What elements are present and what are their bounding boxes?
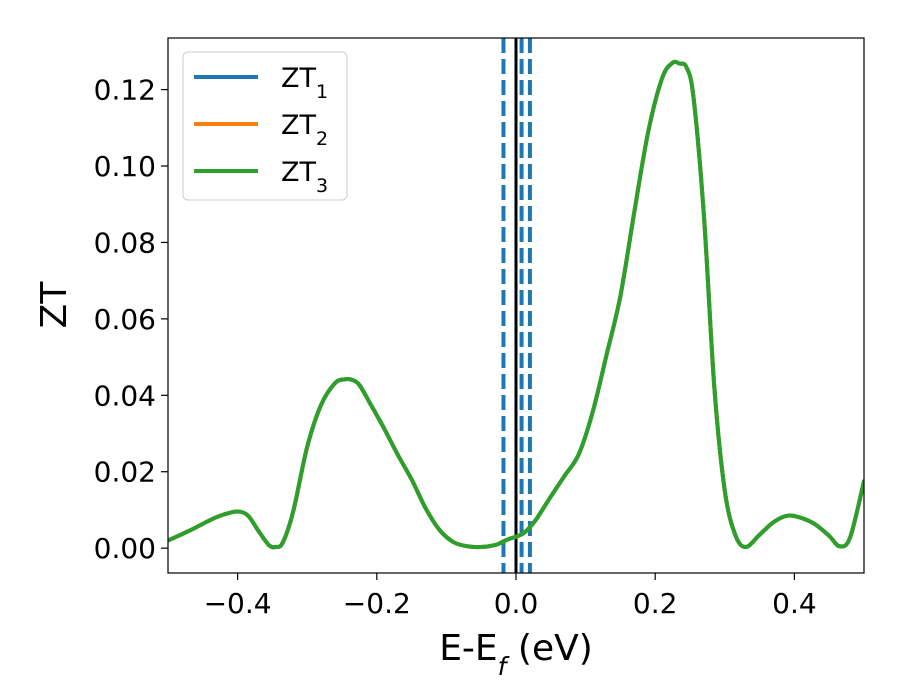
- legend: ZT1 ZT2 ZT3: [182, 51, 348, 201]
- legend-entry-zt3: ZT3: [194, 157, 328, 197]
- y-tick-label: 0.12: [94, 74, 156, 107]
- x-tick-label: −0.4: [204, 587, 272, 620]
- svg-text:ZT2: ZT2: [281, 110, 328, 150]
- svg-text:ZT1: ZT1: [281, 63, 328, 103]
- series-line-zt3: [168, 59, 864, 550]
- x-tick-label: 0.2: [633, 587, 678, 620]
- y-tick-label: 0.04: [94, 379, 156, 412]
- y-tick-label: 0.08: [94, 226, 156, 259]
- legend-label: ZT: [281, 157, 316, 188]
- legend-label: ZT: [281, 63, 316, 94]
- x-axis-label: E-Ef (eV): [439, 628, 593, 681]
- legend-entry-zt2: ZT2: [194, 110, 328, 150]
- legend-label: ZT: [281, 110, 316, 141]
- series-lines: [168, 59, 864, 550]
- y-tick-label: 0.06: [94, 303, 156, 336]
- x-tick-label: 0.4: [772, 587, 817, 620]
- x-axis: −0.4 −0.2 0.0 0.2 0.4: [204, 573, 817, 620]
- reference-lines: [501, 38, 532, 573]
- legend-label-subscript: 2: [316, 128, 328, 150]
- svg-text:ZT3: ZT3: [281, 157, 328, 197]
- y-tick-label: 0.00: [94, 532, 156, 565]
- legend-label-subscript: 1: [316, 81, 328, 103]
- legend-label-subscript: 3: [316, 175, 328, 197]
- x-tick-label: −0.2: [343, 587, 411, 620]
- y-tick-label: 0.02: [94, 456, 156, 489]
- legend-entry-zt1: ZT1: [194, 63, 328, 103]
- y-axis: 0.00 0.02 0.04 0.06 0.08 0.10 0.12: [94, 74, 168, 565]
- y-axis-label: ZT: [34, 281, 75, 329]
- y-tick-label: 0.10: [94, 150, 156, 183]
- x-tick-label: 0.0: [494, 587, 539, 620]
- legend-box: [182, 51, 348, 201]
